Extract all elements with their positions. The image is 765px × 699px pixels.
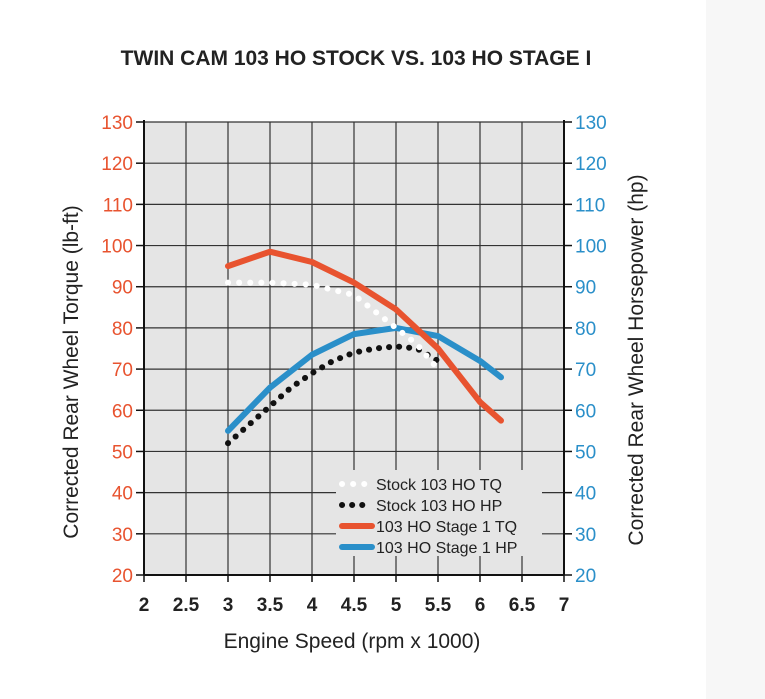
x-axis-label: Engine Speed (rpm x 1000): [224, 630, 481, 653]
y-tick-label-left: 70: [112, 360, 133, 381]
grid-lines: [143, 120, 565, 576]
y-tick-label-left: 90: [112, 278, 133, 299]
y-tick-label-left: 30: [112, 525, 133, 546]
legend: Stock 103 HO TQ Stock 103 HO HP 103 HO Sta…: [336, 470, 542, 557]
legend-label: Stock 103 HO HP: [376, 498, 502, 515]
legend-label: 103 HO Stage 1 TQ: [376, 519, 517, 536]
x-tick-label: 4.5: [341, 595, 368, 616]
y-tick-label-left: 60: [112, 401, 133, 422]
x-tick-label: 2: [139, 595, 150, 616]
x-tick-label: 6.5: [509, 595, 536, 616]
y-tick-label-right: 120: [575, 154, 607, 175]
x-tick-label: 5: [391, 595, 402, 616]
y-tick-label-right: 110: [575, 195, 605, 216]
y-tick-label-left: 80: [112, 319, 133, 340]
series-lines: [225, 248, 504, 447]
line-chart: TWIN CAM 103 HO STOCK VS. 103 HO STAGE I…: [60, 47, 648, 653]
x-tick-label: 5.5: [425, 595, 452, 616]
y-tick-label-right: 70: [575, 360, 596, 381]
y-tick-label-left: 130: [101, 113, 133, 134]
y-tick-label-right: 100: [575, 237, 607, 258]
series-line-stock-103-ho-hp: [225, 343, 441, 447]
y-tick-label-left: 100: [101, 237, 133, 258]
x-tick-label: 6: [475, 595, 486, 616]
y-tick-label-left: 120: [101, 154, 133, 175]
y-tick-label-right: 130: [575, 113, 607, 134]
series-line-stock-103-ho-tq: [225, 279, 441, 373]
y-tick-label-right: 40: [575, 484, 596, 505]
y-tick-label-left: 20: [112, 566, 133, 587]
axis-ticks: 20 20 30 30 40 40 50 50 60 60 70 70 80 80 90 90 100 100 11…: [101, 113, 606, 616]
series-line-103-ho-stage-1-hp: [225, 324, 504, 434]
y-tick-label-right: 20: [575, 566, 596, 587]
y-tick-label-right: 80: [575, 319, 596, 340]
series-line-103-ho-stage-1-tq: [225, 248, 504, 424]
x-tick-label: 3.5: [257, 595, 284, 616]
chart-title: TWIN CAM 103 HO STOCK VS. 103 HO STAGE I: [121, 47, 592, 70]
y-tick-label-right: 60: [575, 401, 596, 422]
y-axis-left-label: Corrected Rear Wheel Torque (lb-ft): [60, 205, 83, 538]
x-tick-label: 2.5: [173, 595, 200, 616]
right-margin-strip: [706, 0, 765, 699]
x-tick-label: 4: [307, 595, 318, 616]
y-tick-label-left: 110: [103, 195, 133, 216]
x-tick-label: 7: [559, 595, 570, 616]
y-tick-label-right: 90: [575, 278, 596, 299]
legend-background: [336, 470, 542, 556]
legend-label: Stock 103 HO TQ: [376, 477, 502, 494]
y-tick-label-right: 50: [575, 442, 596, 463]
y-tick-label-left: 40: [112, 484, 133, 505]
y-tick-label-left: 50: [112, 442, 133, 463]
y-tick-label-right: 30: [575, 525, 596, 546]
y-axis-right-label: Corrected Rear Wheel Horsepower (hp): [625, 174, 648, 545]
legend-label: 103 HO Stage 1 HP: [376, 540, 517, 557]
x-tick-label: 3: [223, 595, 234, 616]
